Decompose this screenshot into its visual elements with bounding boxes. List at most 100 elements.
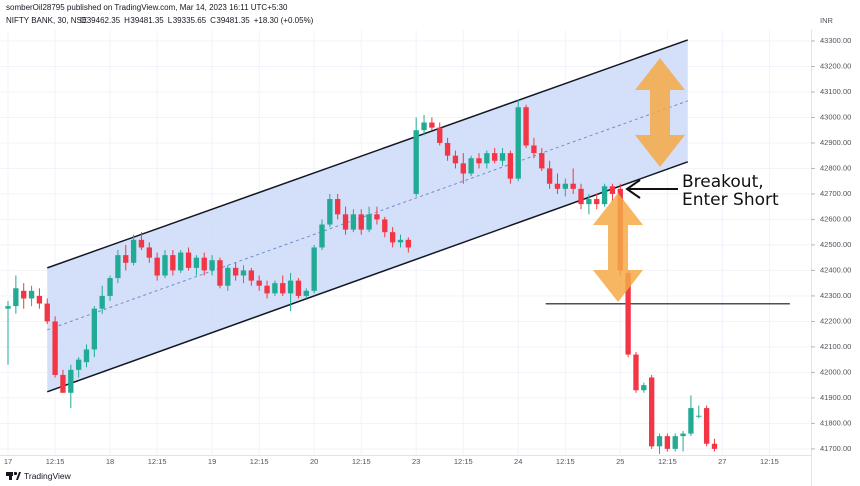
candle-body (162, 255, 168, 276)
x-tick-label: 12:15 (352, 457, 371, 466)
candle-body (680, 433, 686, 437)
quote-value: 39335.65 (173, 16, 207, 25)
y-tick-label: 42400.00 (820, 265, 851, 274)
candle-body (444, 142, 451, 156)
candle-body (546, 168, 553, 184)
candle-body (146, 247, 152, 258)
candle-body (397, 239, 404, 243)
candle-body (256, 280, 262, 286)
candle-body (696, 415, 702, 417)
footer-brand: TradingView (24, 471, 72, 481)
candle-body (468, 158, 474, 174)
footer-logo: TradingView (6, 471, 72, 481)
candle-body (303, 290, 309, 296)
candle-body (319, 224, 325, 248)
candle-body (476, 158, 482, 164)
candle-body (389, 232, 396, 243)
candle-body (649, 377, 655, 447)
quote-label: L (168, 16, 173, 25)
candle-body (437, 127, 443, 143)
logo-shape (16, 472, 21, 480)
x-tick-label: 12:15 (556, 457, 575, 466)
y-tick-label: 43200.00 (820, 61, 851, 70)
candle-body (413, 130, 419, 194)
candle-body (178, 252, 184, 271)
candle-body (209, 260, 215, 271)
x-tick-label: 19 (208, 457, 216, 466)
quote-label: C (210, 16, 216, 25)
y-tick-label: 43300.00 (820, 36, 851, 45)
candle-body (452, 155, 459, 164)
quote-value: 39481.35 (130, 16, 164, 25)
candle-body (672, 436, 678, 449)
x-tick-label: 12:15 (760, 457, 779, 466)
candle-body (5, 306, 11, 309)
y-tick-label: 43100.00 (820, 87, 851, 96)
candle-body (429, 122, 435, 128)
candle-body (484, 153, 490, 164)
symbol: NIFTY BANK, 30, NSE (6, 16, 87, 25)
candle-body (625, 272, 631, 355)
x-tick-label: 17 (4, 457, 12, 466)
y-tick-label: 41800.00 (820, 418, 851, 427)
candle-body (350, 214, 357, 230)
candle-body (366, 214, 372, 230)
channel-midline (47, 100, 688, 331)
candle-body (75, 359, 82, 370)
y-tick-label: 42000.00 (820, 367, 851, 376)
candle-body (703, 408, 710, 444)
quote-label: H (124, 16, 130, 25)
candle-body (342, 214, 349, 230)
candle-body (507, 153, 514, 179)
currency: INR (820, 16, 834, 25)
candle-body (115, 255, 121, 279)
y-tick-label: 42500.00 (820, 240, 851, 249)
candle-body (240, 270, 247, 276)
candle-body (52, 321, 58, 375)
candle-body (185, 252, 192, 268)
candles (5, 99, 718, 454)
channel-line (47, 39, 689, 269)
overlay: Breakout, Enter Short (593, 58, 779, 302)
logo-shape (13, 471, 18, 476)
candle-body (225, 267, 231, 286)
candle-body (562, 183, 568, 189)
candle-body (405, 239, 412, 248)
x-tick-label: 27 (718, 457, 726, 466)
candle-body (264, 285, 270, 294)
candle-body (570, 183, 576, 189)
x-tick-label: 24 (514, 457, 522, 466)
candle-body (217, 260, 223, 286)
candle-body (460, 163, 466, 174)
x-tick-label: 23 (412, 457, 420, 466)
annotation: Enter Short (682, 190, 779, 210)
candle-body (36, 295, 43, 304)
quote-label: O (80, 16, 86, 25)
candle-body (656, 436, 663, 447)
candle-body (594, 199, 600, 205)
y-tick-label: 41700.00 (820, 444, 851, 453)
candle-body (374, 214, 380, 220)
y-tick-label: 42300.00 (820, 291, 851, 300)
candle-body (13, 288, 19, 307)
candle-body (21, 290, 27, 299)
candle-body (287, 280, 294, 294)
candle-body (664, 436, 671, 449)
y-tick-label: 42900.00 (820, 138, 851, 147)
quote-value: 39462.35 (87, 16, 121, 25)
candle-body (232, 267, 239, 276)
candle-body (44, 303, 50, 322)
candle-body (515, 107, 521, 179)
y-tick-label: 41900.00 (820, 393, 851, 402)
y-tick-label: 43000.00 (820, 112, 851, 121)
candle-body (311, 247, 317, 291)
double-arrow (635, 58, 685, 167)
candle-body (60, 374, 66, 393)
y-tick-label: 42800.00 (820, 163, 851, 172)
x-tick-label: 18 (106, 457, 114, 466)
candle-body (633, 354, 639, 391)
annotation: Breakout, (682, 172, 764, 192)
x-tick-label: 20 (310, 457, 318, 466)
candle-body (138, 239, 145, 248)
candle-body (83, 349, 90, 363)
